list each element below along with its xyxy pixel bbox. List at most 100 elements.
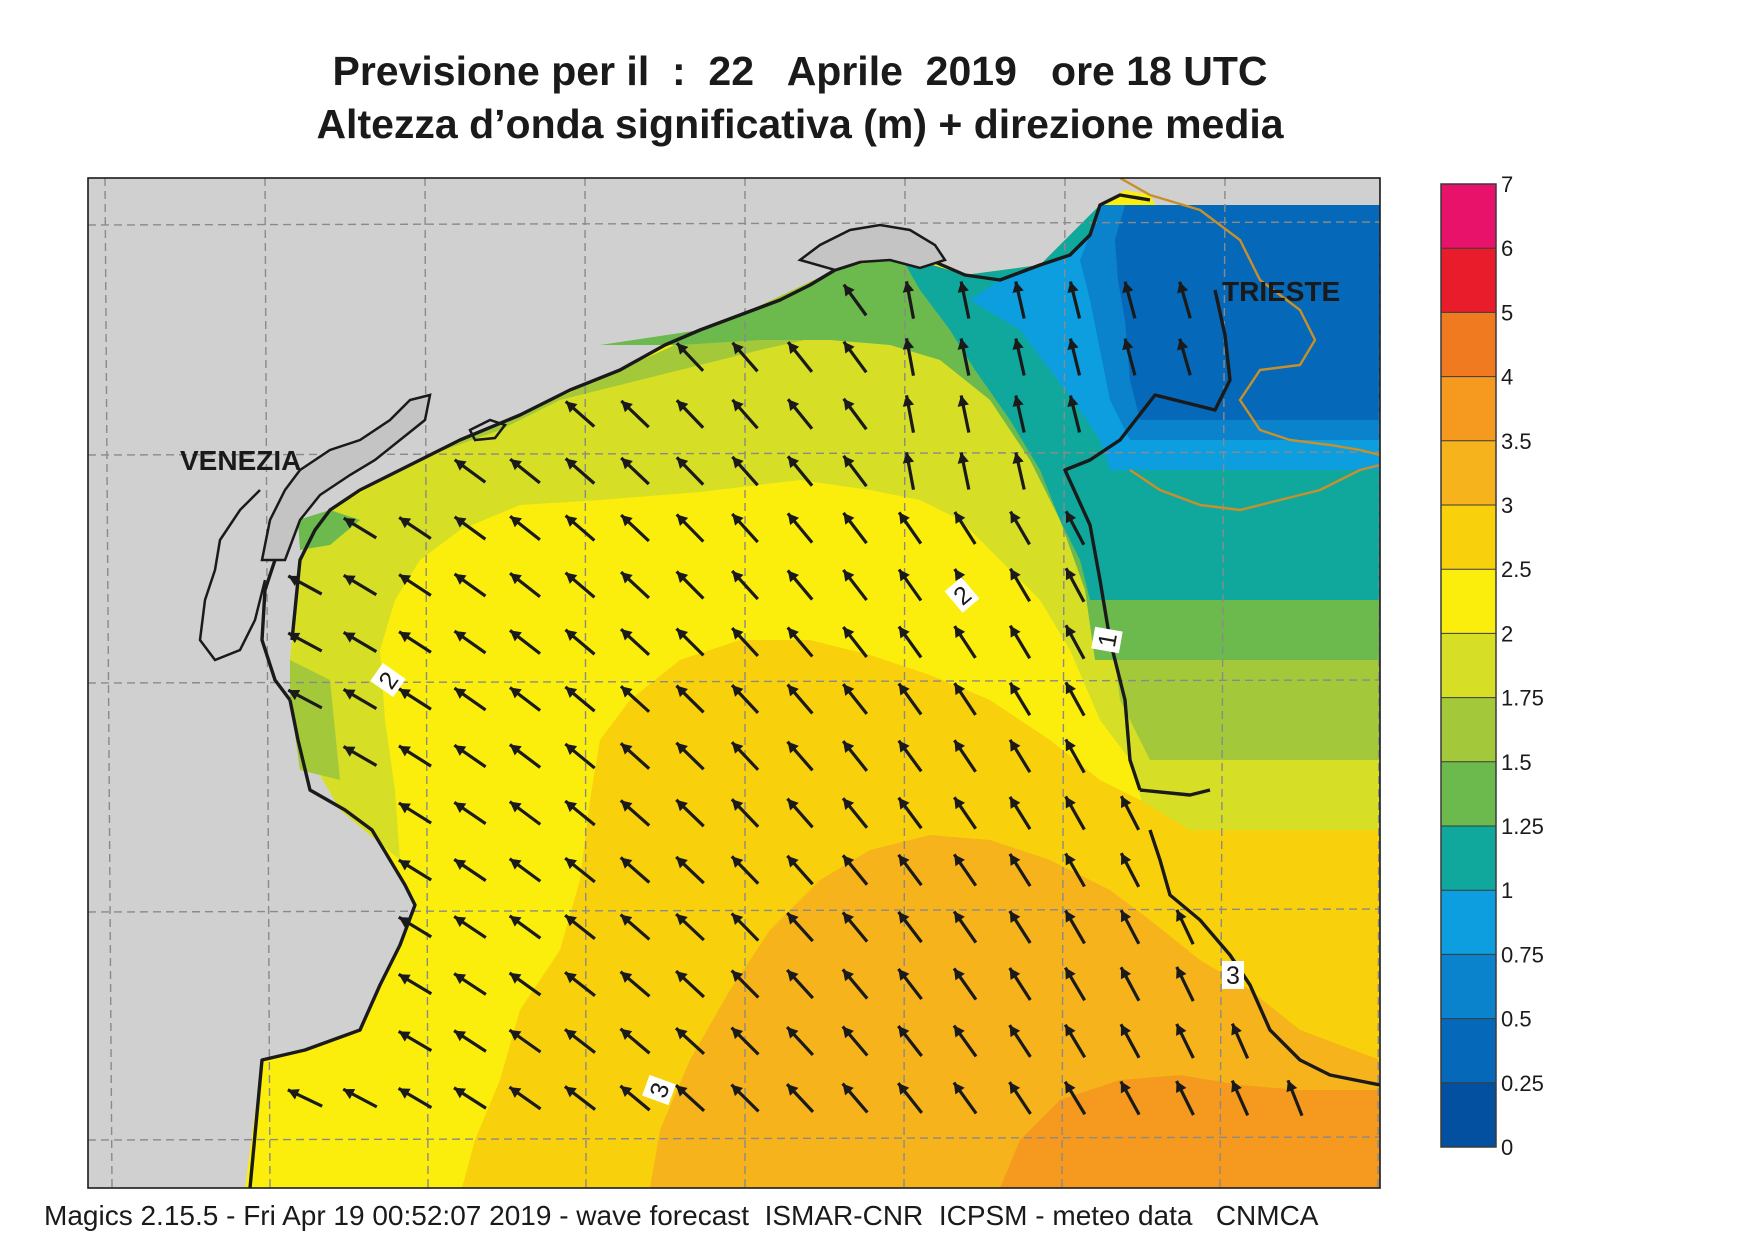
direction-arrow-head xyxy=(565,972,577,984)
direction-arrow-head xyxy=(898,854,910,867)
legend-swatch xyxy=(1441,1018,1496,1084)
direction-arrow-head xyxy=(843,627,855,639)
direction-arrow-head xyxy=(564,1029,577,1041)
direction-arrow-head xyxy=(398,1031,411,1042)
direction-arrow-head xyxy=(898,1026,910,1038)
direction-arrow-head xyxy=(398,802,411,814)
direction-arrow-head xyxy=(1231,1080,1242,1093)
direction-arrow-head xyxy=(898,1083,910,1095)
direction-arrow-head xyxy=(788,342,800,354)
direction-arrow-head xyxy=(621,515,633,527)
direction-arrow-head xyxy=(1067,338,1079,351)
contour-labels: 2 2 1 3 3 xyxy=(370,577,1244,1106)
direction-arrow-head xyxy=(509,858,522,870)
direction-arrow-head xyxy=(509,972,522,984)
direction-arrow-head xyxy=(731,1084,744,1097)
legend-tick-label: 0.75 xyxy=(1501,942,1544,967)
direction-arrow-head xyxy=(1065,568,1077,581)
direction-arrow-head xyxy=(1176,966,1187,979)
direction-arrow-head xyxy=(1012,452,1024,465)
legend-swatch xyxy=(1441,440,1496,506)
direction-arrow-head xyxy=(454,859,467,871)
direction-arrow-head xyxy=(1120,967,1132,980)
direction-arrow-head xyxy=(1012,281,1024,294)
direction-arrow-head xyxy=(787,684,799,697)
direction-arrow-head xyxy=(564,1086,577,1098)
legend-tick-label: 1.75 xyxy=(1501,686,1544,711)
direction-arrow-head xyxy=(843,741,855,753)
direction-arrow-head xyxy=(620,914,633,926)
direction-arrow-head xyxy=(399,517,412,529)
direction-arrow-head xyxy=(843,684,855,696)
direction-arrow-head xyxy=(787,627,799,640)
direction-arrow-head xyxy=(676,971,688,983)
legend-tick-label: 6 xyxy=(1501,236,1513,261)
direction-arrow-head xyxy=(343,575,356,586)
direction-arrow-head xyxy=(676,628,689,641)
direction-arrow-head xyxy=(954,511,966,524)
direction-arrow-head xyxy=(732,513,744,526)
legend-swatch xyxy=(1441,890,1496,955)
direction-arrow-head xyxy=(787,969,799,982)
direction-arrow-head xyxy=(953,1082,965,1095)
direction-arrow-head xyxy=(675,1028,688,1040)
direction-arrow-head xyxy=(898,626,910,639)
direction-arrow-head xyxy=(620,857,633,869)
footer-credits: Magics 2.15.5 - Fri Apr 19 00:52:07 2019… xyxy=(44,1200,1319,1231)
legend-tick-label: 0.5 xyxy=(1501,1007,1532,1032)
border-line xyxy=(1119,178,1380,512)
direction-arrow-head xyxy=(732,456,744,469)
direction-arrow-head xyxy=(620,1085,633,1097)
legend-tick-label: 4 xyxy=(1501,365,1513,390)
direction-arrow-head xyxy=(1176,1023,1187,1036)
direction-arrow-head xyxy=(509,687,522,699)
direction-arrow-head xyxy=(954,683,966,696)
direction-arrow-head xyxy=(1010,739,1021,752)
legend-tick-label: 2.5 xyxy=(1501,557,1532,582)
direction-arrow-head xyxy=(621,572,633,584)
direction-arrow-head xyxy=(787,513,800,526)
direction-arrow-head xyxy=(787,570,799,583)
direction-arrow-head xyxy=(454,516,467,528)
direction-arrow-head xyxy=(787,456,800,469)
direction-arrow-head xyxy=(1120,1024,1132,1037)
direction-arrow-head xyxy=(509,1030,522,1041)
direction-arrow-head xyxy=(1065,1024,1076,1037)
direction-arrow-head xyxy=(1067,281,1079,294)
direction-arrow-head xyxy=(957,395,969,407)
legend-swatch xyxy=(1441,184,1496,249)
direction-arrow-head xyxy=(454,745,467,756)
direction-arrow-head xyxy=(954,626,966,639)
direction-arrow-head xyxy=(343,518,356,529)
legend-swatch xyxy=(1441,954,1496,1020)
map-title-line2: Altezza d’onda significativa (m) + direz… xyxy=(316,101,1284,147)
direction-arrow-head xyxy=(898,797,910,810)
direction-arrow-head xyxy=(1065,625,1077,638)
direction-arrow-head xyxy=(732,342,744,355)
direction-arrow-head xyxy=(454,573,467,585)
direction-arrow-head xyxy=(1122,338,1134,351)
legend-swatch xyxy=(1441,569,1496,634)
direction-arrow-head xyxy=(1012,395,1024,408)
direction-arrow-head xyxy=(565,629,578,641)
direction-arrow-head xyxy=(843,341,855,354)
direction-arrow-head xyxy=(454,1087,466,1099)
direction-arrow-head xyxy=(287,1089,300,1100)
direction-arrow-head xyxy=(1010,568,1021,581)
legend-tick-label: 0 xyxy=(1501,1135,1513,1160)
legend-tick-label: 1.25 xyxy=(1501,814,1544,839)
direction-arrow-head xyxy=(788,399,800,412)
direction-arrow-head xyxy=(1286,1080,1298,1093)
direction-arrow-head xyxy=(787,912,799,925)
direction-arrow-head xyxy=(843,284,855,297)
direction-arrow-head xyxy=(731,799,744,811)
direction-arrow-head xyxy=(1176,1080,1187,1093)
direction-arrow-head xyxy=(954,968,965,981)
legend-swatch xyxy=(1441,312,1496,378)
direction-arrow-head xyxy=(620,971,633,983)
direction-arrow-head xyxy=(1009,1025,1021,1038)
legend-tick-label: 3 xyxy=(1501,493,1513,518)
contour-label: 3 xyxy=(1226,962,1240,990)
direction-arrow-head xyxy=(1120,910,1132,923)
direction-arrow-head xyxy=(899,512,910,525)
